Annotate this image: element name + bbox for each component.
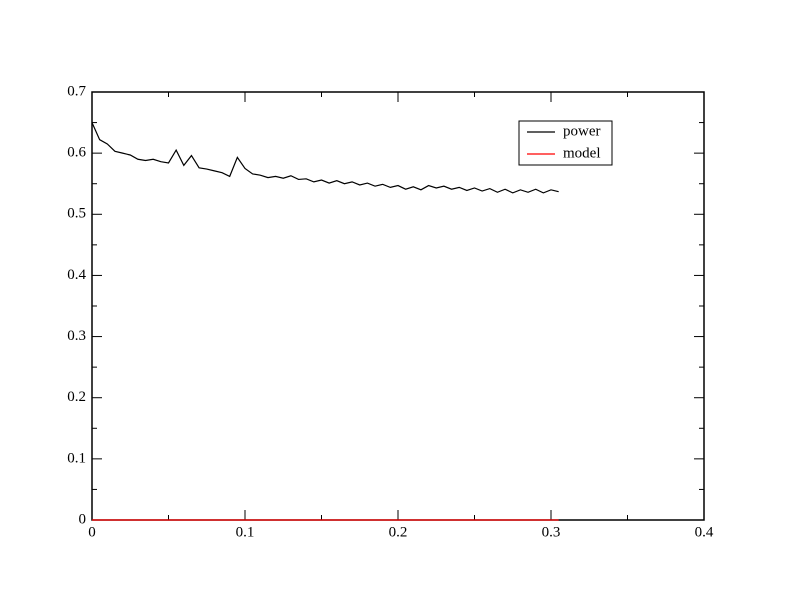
y-tick-label: 0.5 (67, 206, 86, 222)
legend-label: model (563, 145, 601, 161)
legend-label: power (563, 123, 601, 139)
y-tick-label: 0.3 (67, 328, 86, 344)
legend-box (518, 120, 613, 166)
y-tick-label: 0 (79, 511, 87, 527)
y-tick-label: 0.4 (67, 267, 86, 283)
series-line (91, 122, 559, 194)
y-tick-label: 0.6 (67, 145, 86, 161)
x-tick-label: 0.1 (236, 524, 255, 540)
x-tick-label: 0.3 (542, 524, 561, 540)
y-tick-label: 0.7 (67, 83, 86, 99)
y-tick-label: 0.1 (67, 450, 86, 466)
x-tick-label: 0.2 (389, 524, 408, 540)
x-tick-label: 0.4 (695, 524, 714, 540)
y-tick-label: 0.2 (67, 389, 86, 405)
x-tick-label: 0 (88, 524, 96, 540)
